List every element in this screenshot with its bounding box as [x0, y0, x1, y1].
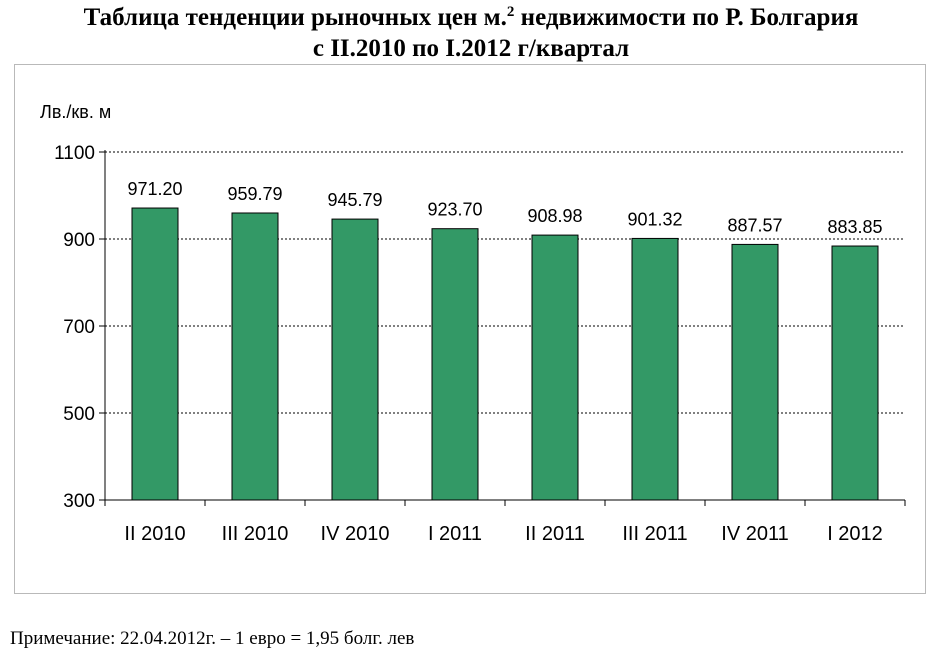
bar [131, 207, 179, 501]
y-tick-label: 300 [63, 491, 95, 512]
x-tick-label: II 2010 [124, 523, 185, 545]
title-line-2: с II.2010 по I.2012 г/квартал [312, 35, 630, 62]
x-tick-label: III 2011 [622, 523, 687, 545]
y-axis-label: Лв./кв. м [40, 102, 111, 122]
data-label: 971.20 [127, 179, 182, 199]
x-tick-label: I 2011 [428, 523, 482, 545]
title-superscript: 2 [506, 4, 515, 20]
title-text-part1: Таблица тенденции рыночных цен м. [83, 4, 507, 31]
data-label: 883.85 [827, 217, 882, 237]
bar [731, 243, 779, 501]
footnote: Примечание: 22.04.2012г. – 1 евро = 1,95… [10, 628, 415, 649]
data-label: 923.70 [427, 200, 482, 220]
chart-title: Таблица тенденции рыночных цен м.2 недви… [0, 2, 942, 64]
title-text-part2: недвижимости по Р. Болгария [514, 4, 859, 31]
data-label: 887.57 [727, 215, 782, 235]
bar [531, 234, 579, 501]
y-tick-label: 500 [63, 404, 95, 425]
x-tick-label: III 2010 [222, 523, 289, 545]
y-tick-label: 700 [63, 317, 95, 338]
title-line-1: Таблица тенденции рыночных цен м.2 недви… [0, 2, 942, 33]
bar [231, 212, 279, 501]
x-tick-label: IV 2011 [721, 523, 788, 545]
bar [631, 237, 679, 501]
y-tick-label: 900 [63, 230, 95, 251]
x-tick-label: II 2011 [525, 523, 585, 545]
bar [431, 228, 479, 501]
x-tick-label: IV 2010 [321, 523, 390, 545]
data-label: 908.98 [527, 206, 582, 226]
data-label: 901.32 [627, 209, 682, 229]
y-tick-label: 1100 [54, 143, 95, 164]
data-label: 945.79 [327, 190, 382, 210]
data-label: 959.79 [227, 184, 282, 204]
bar [331, 218, 379, 501]
bar [831, 245, 879, 501]
x-tick-label: I 2012 [827, 523, 883, 545]
